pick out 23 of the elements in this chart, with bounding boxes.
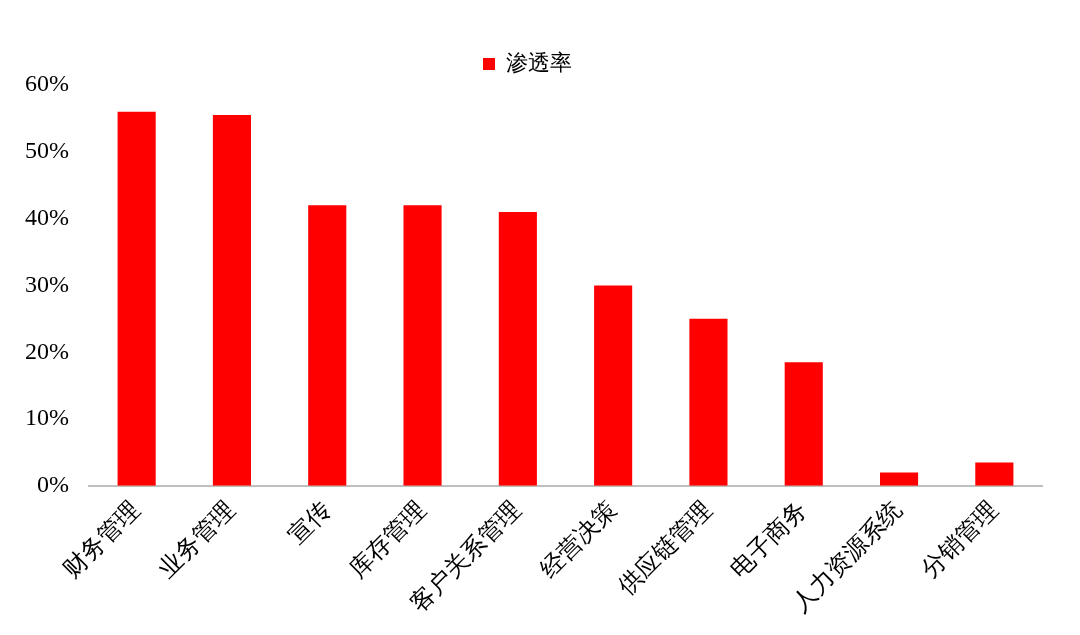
y-tick-label: 60% bbox=[24, 70, 69, 97]
bar bbox=[212, 115, 251, 486]
bar bbox=[975, 462, 1014, 486]
x-tick-label: 业务管理 bbox=[152, 495, 241, 584]
x-tick-label: 库存管理 bbox=[343, 495, 432, 584]
bar bbox=[308, 205, 347, 486]
bar bbox=[403, 205, 442, 486]
bar bbox=[594, 285, 633, 486]
y-tick-label: 30% bbox=[24, 270, 69, 297]
y-tick-label: 10% bbox=[24, 404, 69, 431]
x-tick-label: 宣传 bbox=[282, 495, 336, 550]
y-tick-label: 50% bbox=[24, 137, 69, 164]
legend-label: 渗透率 bbox=[506, 49, 572, 75]
y-tick-label: 0% bbox=[36, 471, 69, 498]
y-tick-label: 40% bbox=[24, 203, 69, 230]
x-tick-label: 财务管理 bbox=[57, 495, 146, 584]
bar bbox=[117, 111, 156, 486]
x-tick-label: 分销管理 bbox=[915, 495, 1003, 584]
bar bbox=[498, 211, 537, 486]
bar bbox=[784, 362, 823, 486]
bar bbox=[879, 472, 919, 486]
y-tick-label: 20% bbox=[24, 337, 69, 364]
bar bbox=[689, 318, 728, 486]
